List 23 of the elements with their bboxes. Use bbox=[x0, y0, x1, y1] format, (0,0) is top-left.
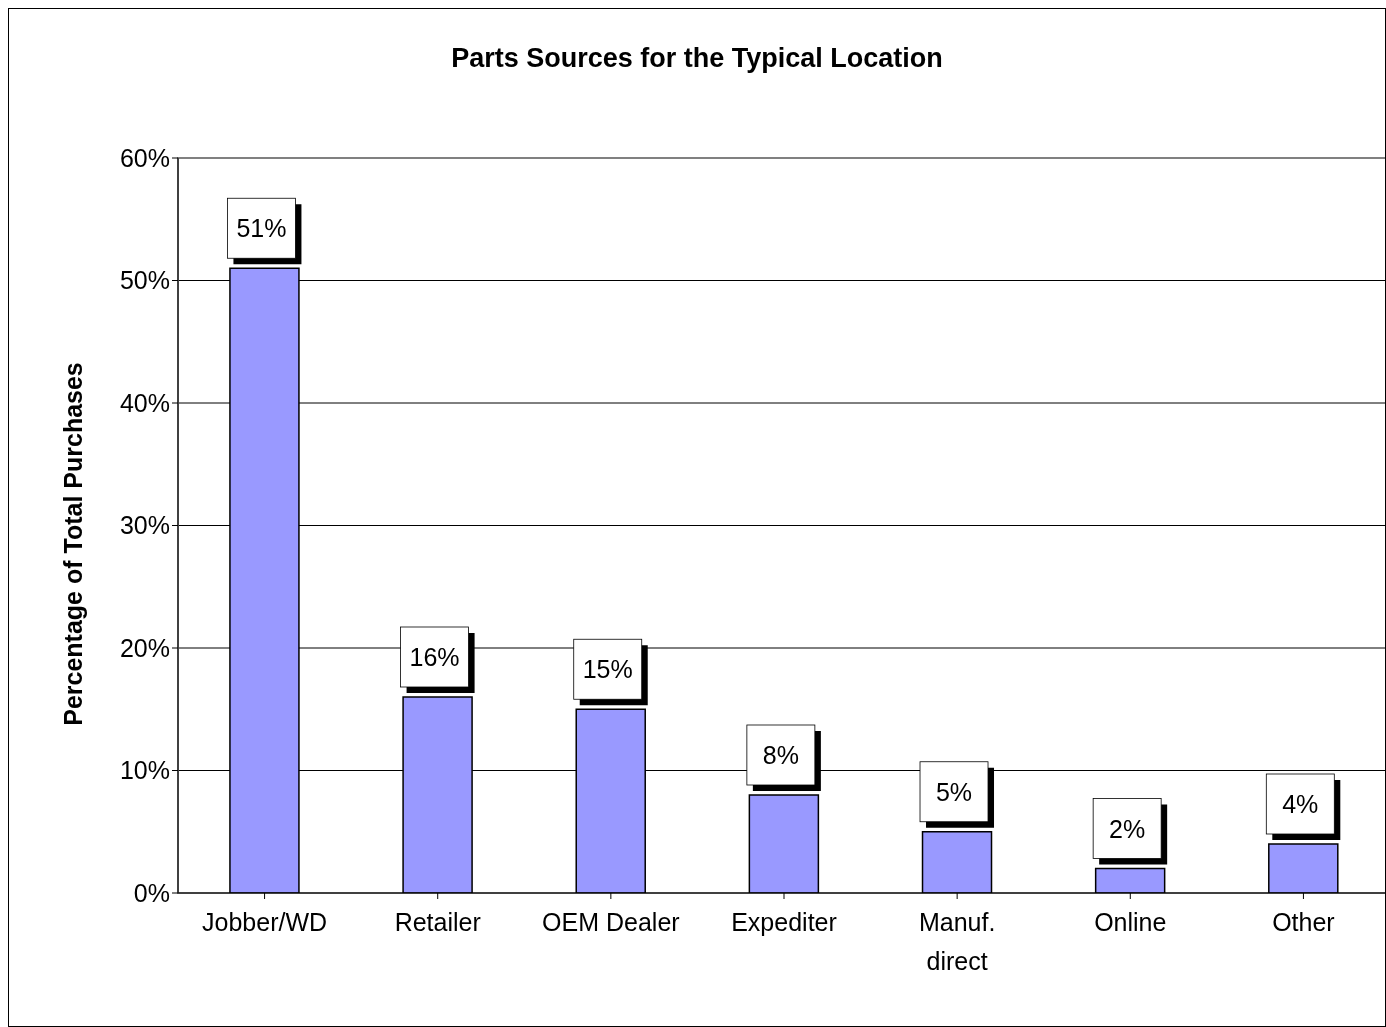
data-label: 2% bbox=[1109, 814, 1146, 843]
y-tick-label: 30% bbox=[119, 511, 170, 540]
x-tick-label: OEM Dealer bbox=[542, 908, 680, 936]
x-tick-label: Manuf. direct bbox=[918, 908, 996, 975]
y-tick-label: 60% bbox=[119, 143, 170, 172]
chart-title: Parts Sources for the Typical Location bbox=[450, 43, 944, 74]
x-tick-label: Expediter bbox=[731, 908, 837, 936]
y-tick-label: 40% bbox=[119, 388, 170, 417]
data-label: 16% bbox=[409, 643, 460, 671]
x-tick-label: Online bbox=[1094, 908, 1167, 936]
x-tick-label: Jobber/WD bbox=[202, 908, 328, 936]
y-tick-label: 0% bbox=[133, 878, 170, 907]
data-label: 4% bbox=[1282, 790, 1319, 818]
data-label: 5% bbox=[935, 777, 973, 806]
y-tick-label: 50% bbox=[119, 266, 170, 295]
x-tick-label: Other bbox=[1272, 908, 1335, 936]
y-tick-label: 20% bbox=[119, 633, 170, 662]
x-tick-label: Retailer bbox=[394, 908, 481, 936]
y-axis-title: Percentage of Total Purchases bbox=[58, 362, 88, 726]
data-label: 15% bbox=[582, 655, 633, 684]
data-label: 51% bbox=[236, 214, 287, 243]
data-label: 8% bbox=[762, 741, 799, 769]
y-tick-label: 10% bbox=[119, 756, 170, 785]
